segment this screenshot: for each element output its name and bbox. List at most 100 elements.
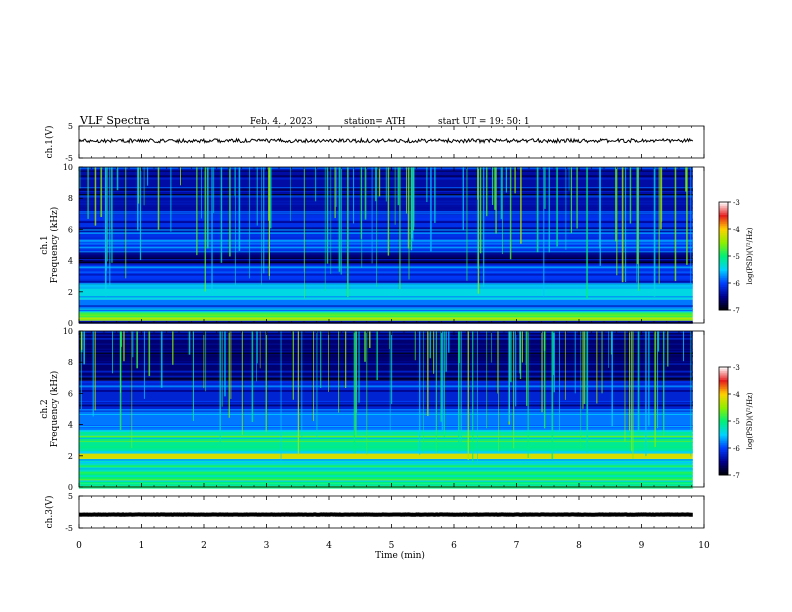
spectrogram-sferic-line: [219, 331, 221, 443]
axis-labels: 5 -5 ch.1(V) -3 -4 -5 -6 -7 log(PSD)(V²/Hz) 0 2 4 6 8…: [40, 122, 754, 551]
spectrogram-texture-line: [79, 370, 693, 373]
spectrogram-sferic-line: [596, 331, 598, 404]
spectrogram-sferic-line: [637, 167, 639, 291]
spectrogram-sferic-line: [658, 167, 660, 284]
spectrogram-texture-line: [79, 221, 693, 223]
spectrogram-sferic-line: [378, 167, 381, 197]
colorbar-tick-label: -5: [733, 253, 740, 261]
colorbar-segment: [719, 415, 728, 418]
spectrogram-sferic-line: [355, 331, 357, 436]
x-tick-label: 1: [139, 541, 145, 551]
spectrogram-sferic-line: [576, 167, 578, 229]
colorbar-segment: [719, 263, 728, 266]
spectrogram-sferic-line: [440, 331, 442, 422]
colorbar-segment: [719, 227, 728, 230]
spectrogram-sferic-line: [326, 167, 329, 264]
spectrogram-sferic-line: [427, 331, 429, 417]
spectrogram-texture-line: [79, 470, 693, 472]
colorbar-segment: [719, 299, 728, 302]
spectrogram-sferic-line: [629, 331, 631, 431]
spectrogram-texture-line: [79, 228, 693, 230]
spectrogram-sferic-line: [201, 167, 203, 219]
spectrogram-sferic-line: [361, 167, 363, 269]
spectrogram-sferic-line: [397, 167, 400, 206]
plot-fills: [78, 137, 728, 517]
spectrogram-sferic-line: [376, 167, 378, 288]
panel-frame: [78, 495, 705, 529]
colorbar-segment: [719, 385, 728, 388]
colorbar-tick-label: -4: [733, 226, 740, 234]
colorbar-segment: [719, 202, 728, 205]
date-label: Feb. 4. , 2023: [250, 117, 313, 127]
y-axis-label: ch.1(V): [44, 126, 55, 159]
spectrogram-sferic-line: [230, 331, 232, 399]
colorbar-segment: [719, 421, 728, 424]
spectrogram-sferic-line: [477, 167, 480, 294]
colorbar-segment: [719, 234, 728, 237]
spectrogram-sferic-line: [441, 331, 444, 431]
colorbar-segment: [719, 230, 728, 233]
spectrogram-sferic-line: [582, 331, 584, 409]
spectrogram-sferic-line: [280, 331, 282, 461]
colorbar-segment: [719, 455, 728, 458]
spectrogram-sferic-line: [83, 331, 86, 365]
spectrogram-sferic-line: [364, 167, 367, 220]
spectrogram-sferic-line: [143, 331, 145, 399]
colorbar-tick-label: -3: [733, 199, 740, 207]
spectrogram-sferic-line: [586, 167, 588, 299]
spectrogram-sferic-line: [196, 167, 198, 256]
spectrogram-texture-line: [79, 258, 693, 261]
spectrogram-sferic-line: [553, 331, 554, 375]
spectrogram-texture-line: [79, 348, 693, 350]
colorbar-segment: [719, 453, 728, 456]
colorbar-segment: [719, 265, 728, 268]
spectrogram-sferic-line: [123, 331, 125, 362]
colorbar-segment: [719, 471, 728, 474]
colorbar-segment: [719, 435, 728, 438]
spectrogram-sferic-line: [249, 167, 251, 279]
colorbar-segment: [719, 232, 728, 235]
spectrogram-texture-line: [79, 486, 693, 489]
spectrogram-texture-line: [79, 334, 693, 337]
spectrogram-texture-line: [79, 378, 693, 380]
spectrogram-sferic-line: [624, 331, 626, 442]
y-tick-label: 10: [63, 163, 73, 172]
x-axis-label: Time (min): [375, 550, 425, 561]
spectrogram-sferic-line: [510, 331, 512, 383]
colorbar-segment: [719, 462, 728, 465]
colorbar-segment: [719, 381, 728, 384]
colorbar-segment: [719, 308, 728, 311]
spectrogram-sferic-line: [551, 331, 554, 460]
spectrogram-sferic-line: [394, 167, 396, 225]
colorbar-segment: [719, 268, 728, 271]
spectrogram-sferic-line: [434, 167, 436, 223]
spectrogram-sferic-line: [631, 331, 633, 452]
spectrogram-sferic-line: [131, 331, 133, 448]
spectrogram-texture-line: [79, 435, 693, 438]
spectrogram-texture-line: [79, 480, 693, 482]
spectrogram-texture-line: [79, 226, 693, 228]
spectrogram-sferic-line: [211, 167, 213, 293]
colorbar-tick-label: -5: [733, 418, 740, 426]
spectrogram-sferic-line: [399, 167, 401, 290]
spectrogram-texture-line: [79, 402, 693, 404]
spectrogram-sferic-line: [629, 167, 632, 224]
colorbar-segment: [719, 458, 728, 461]
colorbar-segment: [719, 259, 728, 262]
spectrogram-texture-line: [79, 425, 693, 426]
spectrogram-texture-line: [79, 237, 693, 239]
spectrogram-sferic-line: [170, 167, 172, 232]
spectrogram-sferic-line: [580, 331, 582, 450]
spectrogram-sferic-line: [447, 331, 450, 353]
colorbar-segment: [719, 467, 728, 470]
colorbar-segment: [719, 272, 728, 275]
colorbar-segment: [719, 241, 728, 244]
spectrogram-sferic-line: [486, 331, 488, 429]
colorbar-segment: [719, 426, 728, 429]
colorbar-tick-label: -6: [733, 445, 740, 453]
spectrogram-sferic-line: [541, 331, 543, 413]
y-tick-label: 0: [68, 483, 73, 492]
colorbar-segment: [719, 295, 728, 298]
